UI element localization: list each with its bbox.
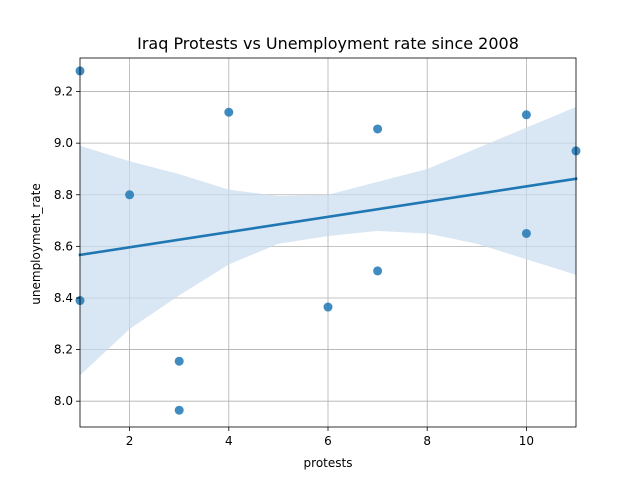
regression-line (78, 177, 578, 257)
y-tick-label: 8.4 (54, 291, 73, 305)
data-point (373, 124, 383, 134)
y-tick-label: 8.8 (54, 188, 73, 202)
data-point (224, 107, 234, 117)
data-point (174, 356, 184, 366)
data-point (174, 405, 184, 415)
y-axis-label: unemployment_rate (29, 183, 43, 304)
data-point (521, 110, 531, 120)
y-tick-label: 9.0 (54, 136, 73, 150)
x-tick-label: 8 (423, 434, 431, 448)
data-point (373, 266, 383, 276)
data-point (125, 190, 135, 200)
confidence-band (80, 107, 576, 376)
chart-title: Iraq Protests vs Unemployment rate since… (137, 34, 519, 53)
y-tick-label: 9.2 (54, 85, 73, 99)
x-tick-label: 4 (225, 434, 233, 448)
axis-ticks: 2 4 6 8 10 8.0 8.2 8.4 8.6 8.8 9.0 9.2 (54, 85, 534, 448)
x-tick-label: 10 (519, 434, 534, 448)
confidence-band-area (80, 107, 576, 376)
y-tick-label: 8.2 (54, 343, 73, 357)
regression-line-group (78, 177, 578, 257)
y-tick-label: 8.6 (54, 239, 73, 253)
data-point (521, 228, 531, 238)
x-tick-label: 6 (324, 434, 332, 448)
x-axis-label: protests (304, 456, 353, 470)
x-tick-label: 2 (126, 434, 134, 448)
y-tick-label: 8.0 (54, 394, 73, 408)
data-point (323, 302, 333, 312)
